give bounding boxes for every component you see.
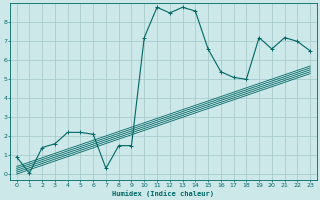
X-axis label: Humidex (Indice chaleur): Humidex (Indice chaleur) <box>112 190 214 197</box>
